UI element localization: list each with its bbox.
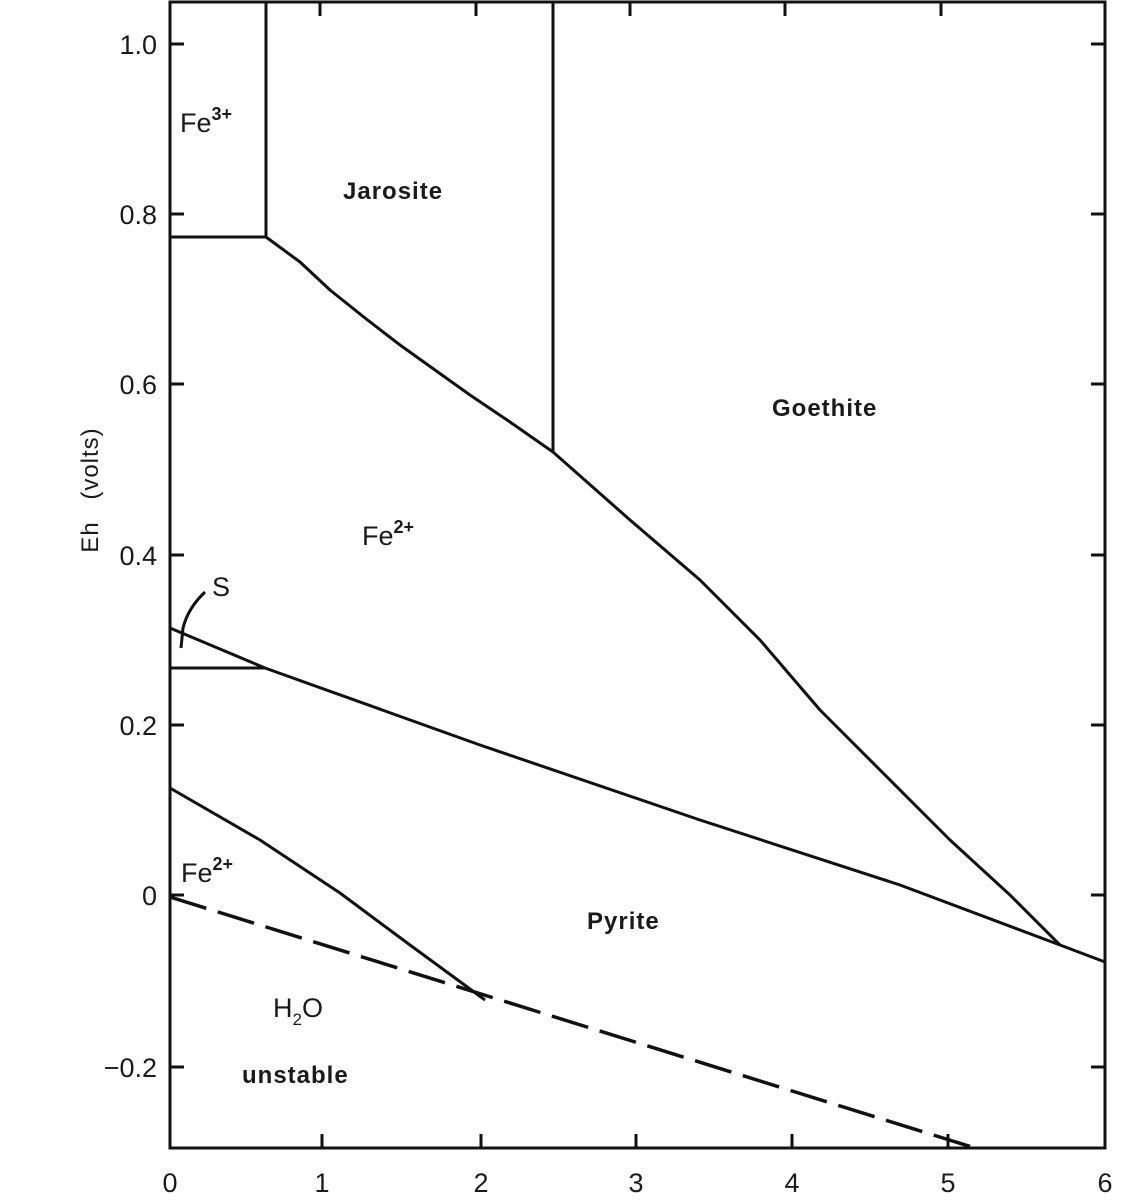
y-tick-label: 0.2 <box>119 711 157 741</box>
x-axis-ticks-top <box>318 2 943 16</box>
x-tick-label: 3 <box>628 1168 643 1198</box>
y-tick-label: 1.0 <box>119 30 157 60</box>
water-stability-dashed-line <box>169 895 976 1150</box>
label-fe2-upper: Fe2+ <box>362 517 414 551</box>
y-axis-title-main: Eh <box>77 521 104 552</box>
label-fe3: Fe3+ <box>180 104 232 138</box>
plot-frame <box>168 0 1107 1150</box>
jarosite-fe2-boundary <box>265 235 554 454</box>
x-axis-tick-labels: 0 1 2 3 4 5 6 <box>162 1168 1112 1198</box>
label-sulfur: S <box>212 572 230 602</box>
y-tick-label: −0.2 <box>104 1053 157 1083</box>
phase-boundaries <box>169 2 1106 1150</box>
y-axis-ticks-left <box>170 42 184 1069</box>
x-axis-ticks-bottom <box>320 1134 950 1148</box>
label-goethite: Goethite <box>772 395 877 422</box>
region-labels: Fe3+ Jarosite Goethite Fe2+ S Fe2+ Pyrit… <box>180 104 877 1089</box>
y-tick-label: 0.6 <box>119 370 157 400</box>
label-fe2-lower: Fe2+ <box>181 854 233 888</box>
y-axis-ticks-right <box>1091 42 1105 1069</box>
x-tick-label: 0 <box>162 1168 177 1198</box>
y-axis-title-unit: (volts) <box>77 427 104 499</box>
x-tick-label: 2 <box>473 1168 488 1198</box>
pyrite-fe2-lower-boundary <box>169 786 486 1002</box>
x-tick-label: 4 <box>784 1168 799 1198</box>
y-axis-tick-labels: 1.0 0.8 0.6 0.4 0.2 0 −0.2 <box>104 30 157 1083</box>
label-pyrite: Pyrite <box>587 908 660 935</box>
sulfur-leader-line <box>179 590 207 649</box>
label-h2o: H2O <box>273 993 323 1029</box>
y-tick-label: 0.4 <box>119 541 157 571</box>
label-jarosite: Jarosite <box>343 178 443 205</box>
fe2-goethite-boundary <box>552 450 1062 947</box>
x-tick-label: 1 <box>314 1168 329 1198</box>
svg-text:Eh (volts): Eh (volts) <box>77 427 104 552</box>
label-unstable: unstable <box>242 1062 349 1089</box>
y-tick-label: 0.8 <box>119 200 157 230</box>
x-tick-label: 6 <box>1097 1168 1112 1198</box>
y-tick-label: 0 <box>142 881 157 911</box>
y-axis-title: Eh (volts) <box>77 427 104 552</box>
x-tick-label: 5 <box>940 1168 955 1198</box>
